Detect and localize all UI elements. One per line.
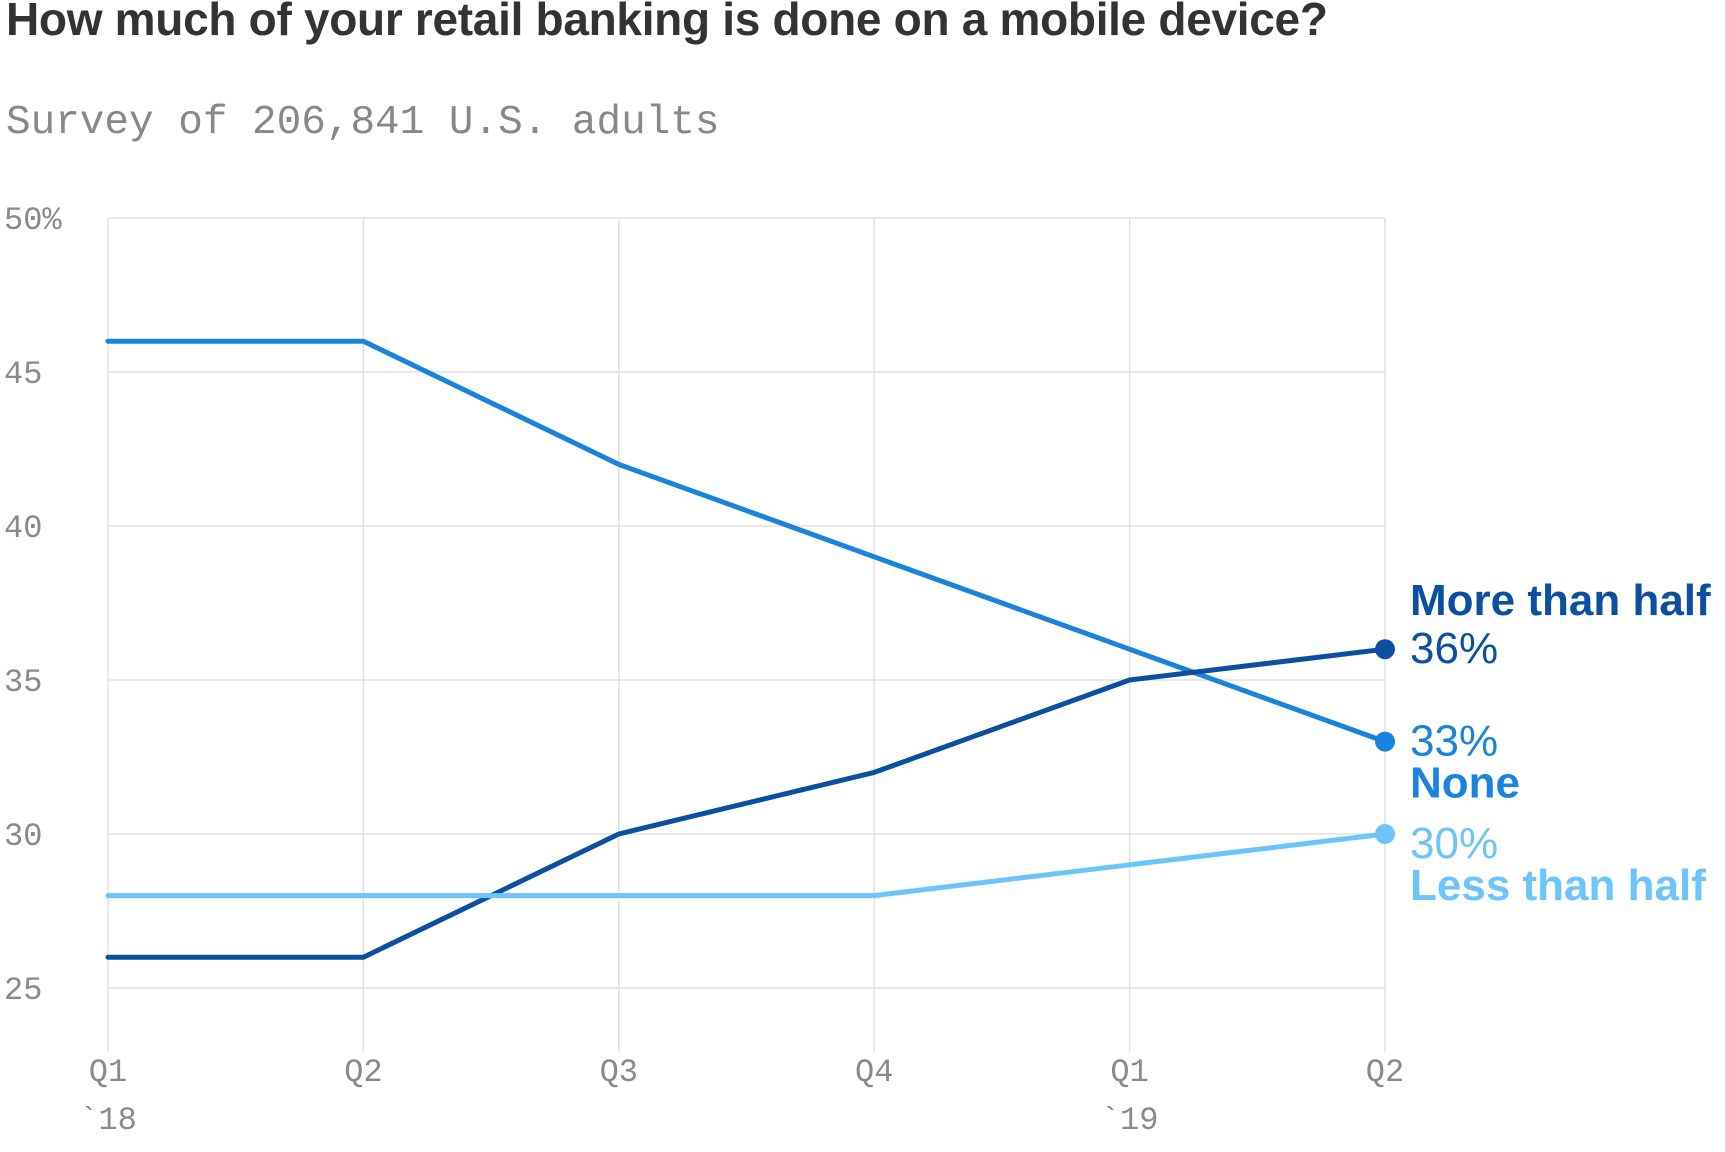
y-tick-label: 50%: [4, 202, 62, 239]
series-end-point: [1375, 639, 1395, 660]
series-name-label-more-than-half: More than half: [1410, 576, 1711, 625]
x-tick-label: Q2: [1366, 1054, 1404, 1091]
series-line-none: [105, 338, 1388, 745]
series-line-less-than-half: [105, 831, 1388, 899]
y-tick-label: 45: [4, 356, 42, 393]
x-tick-year-label: `19: [1101, 1102, 1159, 1139]
x-tick-label: Q1: [1110, 1054, 1148, 1091]
end-value-label-more-than-half: 36%: [1410, 624, 1498, 673]
chart-subtitle: Survey of 206,841 U.S. adults: [6, 100, 720, 146]
y-tick-label: 40: [4, 510, 42, 547]
y-axis-ticks: 50% 45 40 35 30 25: [4, 202, 62, 1009]
grid-layer: [107, 217, 1386, 1052]
x-tick-label: Q2: [344, 1054, 382, 1091]
series-name-label-less-than-half: Less than half: [1410, 861, 1706, 910]
series-end-point: [1375, 824, 1395, 844]
end-value-label-none: 33%: [1410, 717, 1498, 766]
y-tick-label: 25: [4, 972, 42, 1009]
x-tick-label: Q1: [89, 1054, 127, 1091]
y-tick-label: 35: [4, 664, 42, 701]
y-tick-label: 30: [4, 818, 42, 855]
x-tick-label: Q3: [600, 1054, 638, 1091]
x-tick-year-label: `18: [79, 1102, 137, 1139]
x-axis-ticks: Q1 `18 Q2 Q3 Q4 Q1 `19 Q2: [79, 1054, 1404, 1139]
end-labels: 33%None 36%More than half 30%Less than hal…: [1410, 576, 1711, 910]
chart-title: How much of your retail banking is done …: [6, 0, 1328, 45]
x-tick-label: Q4: [855, 1054, 893, 1091]
series-end-point: [1375, 731, 1395, 752]
series-layer: [105, 338, 1395, 960]
series-name-label-none: None: [1410, 759, 1520, 808]
end-value-label-less-than-half: 30%: [1410, 819, 1498, 868]
series-line-more-than-half: [105, 646, 1388, 960]
